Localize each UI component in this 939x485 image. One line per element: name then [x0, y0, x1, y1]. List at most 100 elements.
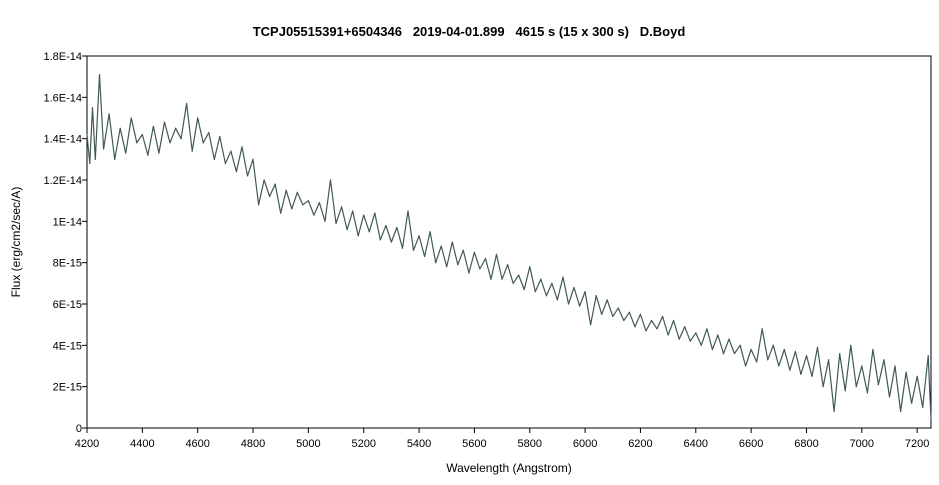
data-point — [518, 274, 520, 276]
data-point — [894, 365, 896, 367]
data-point — [767, 359, 769, 361]
data-point — [103, 148, 105, 150]
data-point — [833, 410, 835, 413]
data-point — [733, 353, 736, 355]
x-tick-label: 5000 — [296, 438, 320, 450]
data-point — [385, 224, 387, 227]
x-axis: 4200 4400 4600 4800 5000 5200 5400 5600 5800 6000… — [75, 428, 929, 450]
data-point — [468, 272, 470, 274]
data-point — [147, 154, 149, 156]
data-point — [108, 113, 110, 115]
y-tick-label: 2E-15 — [53, 382, 82, 394]
data-point — [501, 278, 503, 280]
data-point — [540, 278, 542, 280]
data-point — [302, 204, 304, 206]
data-point — [678, 338, 680, 340]
data-point — [390, 241, 392, 243]
data-point — [595, 295, 597, 297]
data-point — [877, 384, 880, 386]
y-axis-label: Flux (erg/cm2/sec/A) — [9, 187, 23, 298]
data-point — [650, 319, 653, 322]
x-tick-label: 6200 — [628, 438, 652, 450]
data-point — [136, 142, 138, 144]
data-point — [186, 102, 188, 105]
data-point — [750, 348, 752, 351]
data-point — [446, 266, 448, 268]
data-point — [623, 319, 625, 322]
data-point — [789, 369, 791, 371]
data-point — [772, 344, 774, 346]
data-point — [728, 338, 730, 340]
data-point — [440, 245, 442, 247]
y-tick-label: 1.2E-14 — [43, 175, 82, 187]
data-point — [484, 257, 487, 260]
data-point — [263, 179, 265, 181]
data-point — [258, 204, 260, 206]
data-point — [490, 278, 492, 280]
data-point — [866, 392, 869, 394]
data-point — [805, 355, 808, 357]
data-point — [396, 226, 398, 229]
data-point — [745, 365, 747, 367]
data-point — [329, 179, 332, 181]
data-point — [507, 264, 509, 266]
data-point — [756, 361, 758, 363]
data-point — [828, 359, 830, 361]
y-axis: 0 2E-15 4E-15 6E-15 8E-15 1E-14 1.2E-14 1.4E-14… — [43, 51, 87, 435]
data-point — [235, 171, 237, 173]
data-point — [424, 255, 426, 258]
data-point — [534, 291, 536, 293]
x-tick-label: 4200 — [75, 438, 99, 450]
data-point — [285, 189, 287, 191]
data-point — [667, 334, 669, 336]
data-point — [883, 359, 885, 361]
data-point — [579, 305, 581, 307]
data-point — [722, 353, 725, 355]
data-point — [269, 195, 271, 198]
x-axis-label: Wavelength (Angstrom) — [446, 461, 572, 475]
data-point — [357, 235, 359, 237]
x-tick-label: 4400 — [130, 438, 154, 450]
data-point — [911, 402, 913, 404]
data-point — [872, 348, 874, 351]
data-point — [800, 373, 802, 375]
data-point — [202, 142, 204, 144]
x-tick-label: 6400 — [684, 438, 708, 450]
data-point — [141, 133, 143, 136]
data-point — [900, 410, 902, 413]
data-point — [152, 125, 154, 127]
data-point — [374, 212, 376, 214]
data-point — [307, 200, 309, 202]
data-point — [545, 295, 548, 297]
data-point — [341, 206, 343, 208]
data-point — [158, 152, 160, 154]
x-tick-label: 6000 — [573, 438, 597, 450]
data-point — [89, 162, 91, 165]
data-point — [291, 208, 293, 210]
data-point — [861, 365, 863, 367]
data-point — [645, 330, 647, 332]
x-tick-label: 5800 — [518, 438, 542, 450]
data-point — [706, 328, 708, 330]
data-point — [495, 253, 498, 255]
y-tick-label: 1.8E-14 — [43, 51, 82, 63]
data-point — [435, 262, 437, 264]
data-point — [91, 107, 94, 109]
data-point — [590, 324, 592, 326]
data-point — [612, 315, 614, 317]
data-point — [462, 249, 464, 251]
data-point — [401, 247, 404, 249]
data-point — [114, 158, 116, 160]
data-point — [169, 142, 171, 144]
data-point — [717, 334, 719, 336]
data-point — [197, 117, 199, 119]
data-point — [844, 390, 846, 392]
data-point — [905, 371, 907, 373]
data-point — [778, 365, 780, 367]
x-tick-label: 5600 — [462, 438, 486, 450]
spectrum-series-line — [86, 73, 932, 420]
data-point — [556, 299, 559, 301]
data-point — [711, 348, 714, 351]
data-point — [930, 419, 932, 421]
